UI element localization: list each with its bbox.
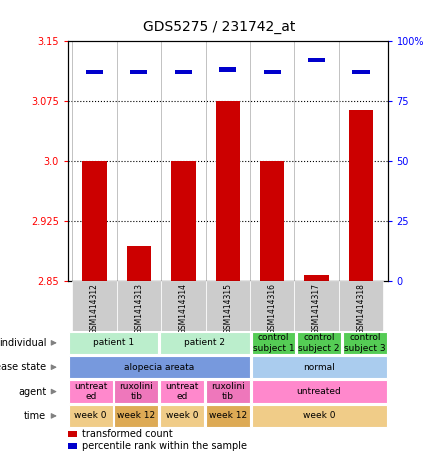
Text: GSM1414317: GSM1414317 bbox=[312, 284, 321, 334]
Bar bbox=[117, 281, 161, 331]
Text: GSM1414316: GSM1414316 bbox=[268, 284, 277, 334]
Bar bbox=[206, 381, 250, 403]
Bar bbox=[304, 275, 329, 281]
Bar bbox=[264, 70, 281, 74]
Bar bbox=[114, 381, 158, 403]
Text: transformed count: transformed count bbox=[82, 429, 173, 439]
Text: patient 2: patient 2 bbox=[184, 338, 226, 347]
Bar bbox=[69, 381, 113, 403]
Text: time: time bbox=[24, 411, 46, 421]
Text: week 0: week 0 bbox=[303, 411, 336, 420]
Bar bbox=[69, 356, 250, 378]
Text: normal: normal bbox=[303, 363, 335, 372]
Bar bbox=[215, 101, 240, 281]
Bar bbox=[68, 431, 78, 437]
Bar bbox=[353, 70, 370, 74]
Text: alopecia areata: alopecia areata bbox=[124, 363, 194, 372]
Text: week 12: week 12 bbox=[208, 411, 247, 420]
Text: GSM1414314: GSM1414314 bbox=[179, 284, 188, 334]
Bar bbox=[260, 161, 284, 281]
Text: individual: individual bbox=[0, 338, 46, 348]
Bar bbox=[82, 161, 107, 281]
Bar bbox=[68, 443, 78, 449]
Text: GSM1414313: GSM1414313 bbox=[134, 284, 143, 334]
Bar bbox=[171, 161, 195, 281]
Text: control
subject 2: control subject 2 bbox=[298, 333, 340, 352]
Bar bbox=[86, 70, 103, 74]
Bar bbox=[114, 405, 158, 427]
Text: GSM1414318: GSM1414318 bbox=[357, 284, 365, 334]
Bar bbox=[297, 332, 341, 354]
Bar bbox=[205, 281, 250, 331]
Bar bbox=[349, 111, 373, 281]
Text: GSM1414315: GSM1414315 bbox=[223, 284, 232, 334]
Text: untreat
ed: untreat ed bbox=[166, 382, 199, 401]
Bar bbox=[251, 381, 387, 403]
Text: agent: agent bbox=[18, 386, 46, 396]
Bar bbox=[161, 281, 205, 331]
Bar bbox=[206, 405, 250, 427]
Text: GDS5275 / 231742_at: GDS5275 / 231742_at bbox=[143, 20, 295, 34]
Bar bbox=[294, 281, 339, 331]
Text: GSM1414312: GSM1414312 bbox=[90, 284, 99, 334]
Bar bbox=[72, 281, 117, 331]
Text: untreated: untreated bbox=[297, 387, 342, 396]
Bar bbox=[251, 405, 387, 427]
Text: percentile rank within the sample: percentile rank within the sample bbox=[82, 441, 247, 451]
Text: week 12: week 12 bbox=[117, 411, 155, 420]
Text: week 0: week 0 bbox=[74, 411, 107, 420]
Bar bbox=[251, 356, 387, 378]
Text: week 0: week 0 bbox=[166, 411, 198, 420]
Bar bbox=[160, 381, 204, 403]
Text: patient 1: patient 1 bbox=[93, 338, 134, 347]
Text: control
subject 3: control subject 3 bbox=[344, 333, 385, 352]
Bar bbox=[175, 70, 192, 74]
Bar bbox=[160, 405, 204, 427]
Text: untreat
ed: untreat ed bbox=[74, 382, 107, 401]
Bar bbox=[250, 281, 294, 331]
Bar bbox=[131, 70, 148, 74]
Bar bbox=[251, 332, 295, 354]
Bar bbox=[69, 405, 113, 427]
Bar bbox=[160, 332, 250, 354]
Bar bbox=[339, 281, 383, 331]
Bar bbox=[343, 332, 387, 354]
Bar bbox=[69, 332, 158, 354]
Text: ruxolini
tib: ruxolini tib bbox=[120, 382, 153, 401]
Text: ruxolini
tib: ruxolini tib bbox=[211, 382, 245, 401]
Text: disease state: disease state bbox=[0, 362, 46, 372]
Bar bbox=[308, 58, 325, 63]
Bar bbox=[127, 246, 151, 281]
Text: control
subject 1: control subject 1 bbox=[253, 333, 294, 352]
Bar bbox=[219, 67, 237, 72]
